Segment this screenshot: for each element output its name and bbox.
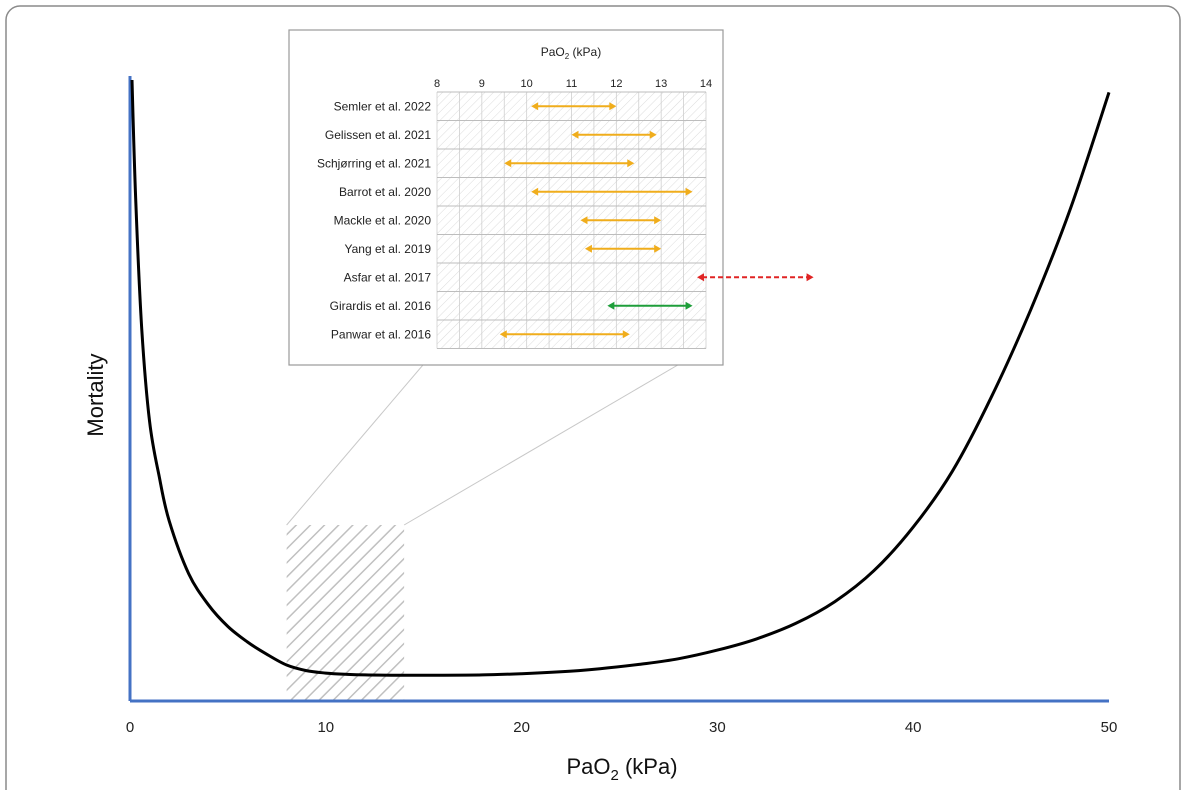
x-tick-labels: 0 10 20 30 40 50 bbox=[126, 719, 1118, 736]
arrow-head-right bbox=[806, 273, 814, 282]
arrow-head-right bbox=[609, 102, 617, 111]
arrow-head-left bbox=[607, 301, 615, 310]
y-axis-label: Mortality bbox=[83, 353, 108, 436]
inset-title-unit: (kPa) bbox=[569, 45, 601, 59]
arrow-head-right bbox=[685, 187, 693, 196]
x-axis-label-main: PaO bbox=[566, 754, 610, 779]
arrow-head-left bbox=[531, 187, 539, 196]
arrow-head-right bbox=[685, 301, 693, 310]
inset-x-tick-label: 11 bbox=[566, 78, 577, 90]
study-label: Barrot et al. 2020 bbox=[339, 185, 431, 199]
x-tick-label: 10 bbox=[317, 719, 334, 736]
arrow-head-right bbox=[654, 216, 662, 225]
study-range-arrow bbox=[697, 273, 814, 282]
x-tick-label: 30 bbox=[709, 719, 726, 736]
figure-border bbox=[5, 5, 1181, 795]
study-range-arrow bbox=[607, 301, 693, 310]
mortality-curve bbox=[130, 79, 1111, 677]
x-axis-label-unit: (kPa) bbox=[619, 754, 678, 779]
study-label: Yang et al. 2019 bbox=[344, 242, 431, 256]
inset-x-tick-label: 14 bbox=[700, 78, 712, 90]
inset-x-tick-label: 12 bbox=[610, 78, 622, 90]
study-range-arrow bbox=[499, 330, 630, 339]
arrow-head-left bbox=[580, 216, 588, 225]
study-range-arrow bbox=[580, 216, 662, 225]
study-range-arrow bbox=[584, 244, 662, 253]
x-tick-label: 50 bbox=[1101, 719, 1118, 736]
inset-x-tick-label: 10 bbox=[521, 78, 533, 90]
arrow-head-left bbox=[499, 330, 507, 339]
study-range-arrow bbox=[571, 130, 657, 139]
x-axis-label: PaO2 (kPa) bbox=[566, 754, 677, 784]
inset-title-subscript: 2 bbox=[565, 52, 570, 61]
inset-title-main: PaO bbox=[541, 45, 565, 59]
x-tick-label: 20 bbox=[513, 719, 530, 736]
x-tick-label: 40 bbox=[905, 719, 922, 736]
study-range-arrow bbox=[531, 187, 693, 196]
study-range-arrow bbox=[531, 102, 617, 111]
x-tick-label: 0 bbox=[126, 719, 134, 736]
inset-x-tick-label: 8 bbox=[434, 78, 440, 90]
arrow-head-right bbox=[627, 159, 635, 168]
arrow-head-right bbox=[622, 330, 630, 339]
study-label: Girardis et al. 2016 bbox=[330, 299, 432, 313]
arrow-head-left bbox=[571, 130, 579, 139]
inset-plot: PaO2 (kPa) 8 9 10 11 12 13 14 Semler et al. 20… bbox=[288, 29, 814, 366]
inset-arrows bbox=[499, 102, 814, 339]
inset-x-tick-label: 13 bbox=[655, 78, 667, 90]
arrow-head-left bbox=[504, 159, 512, 168]
zoom-connector-left bbox=[286, 348, 438, 526]
arrow-head-left bbox=[584, 244, 592, 253]
study-range-arrow bbox=[504, 159, 635, 168]
x-axis-label-subscript: 2 bbox=[611, 767, 619, 784]
study-label: Gelissen et al. 2021 bbox=[325, 128, 431, 142]
study-label: Panwar et al. 2016 bbox=[331, 327, 431, 341]
study-label: Schjørring et al. 2021 bbox=[317, 156, 431, 170]
zoom-connector-right bbox=[403, 348, 707, 526]
arrow-head-right bbox=[649, 130, 657, 139]
arrow-head-right bbox=[654, 244, 662, 253]
inset-tick-labels: 8 9 10 11 12 13 14 bbox=[434, 78, 712, 90]
inset-x-tick-label: 9 bbox=[479, 78, 485, 90]
arrow-head-left bbox=[697, 273, 705, 282]
main-plot: 0 10 20 30 40 50 Mortality PaO2 (kPa) bbox=[83, 76, 1117, 784]
inset-study-labels: Semler et al. 2022 Gelissen et al. 2021 Sc… bbox=[317, 99, 431, 341]
inset-title: PaO2 (kPa) bbox=[541, 45, 601, 61]
arrow-head-left bbox=[531, 102, 539, 111]
study-label: Asfar et al. 2017 bbox=[344, 270, 432, 284]
study-label: Semler et al. 2022 bbox=[334, 99, 432, 113]
study-label: Mackle et al. 2020 bbox=[334, 213, 432, 227]
